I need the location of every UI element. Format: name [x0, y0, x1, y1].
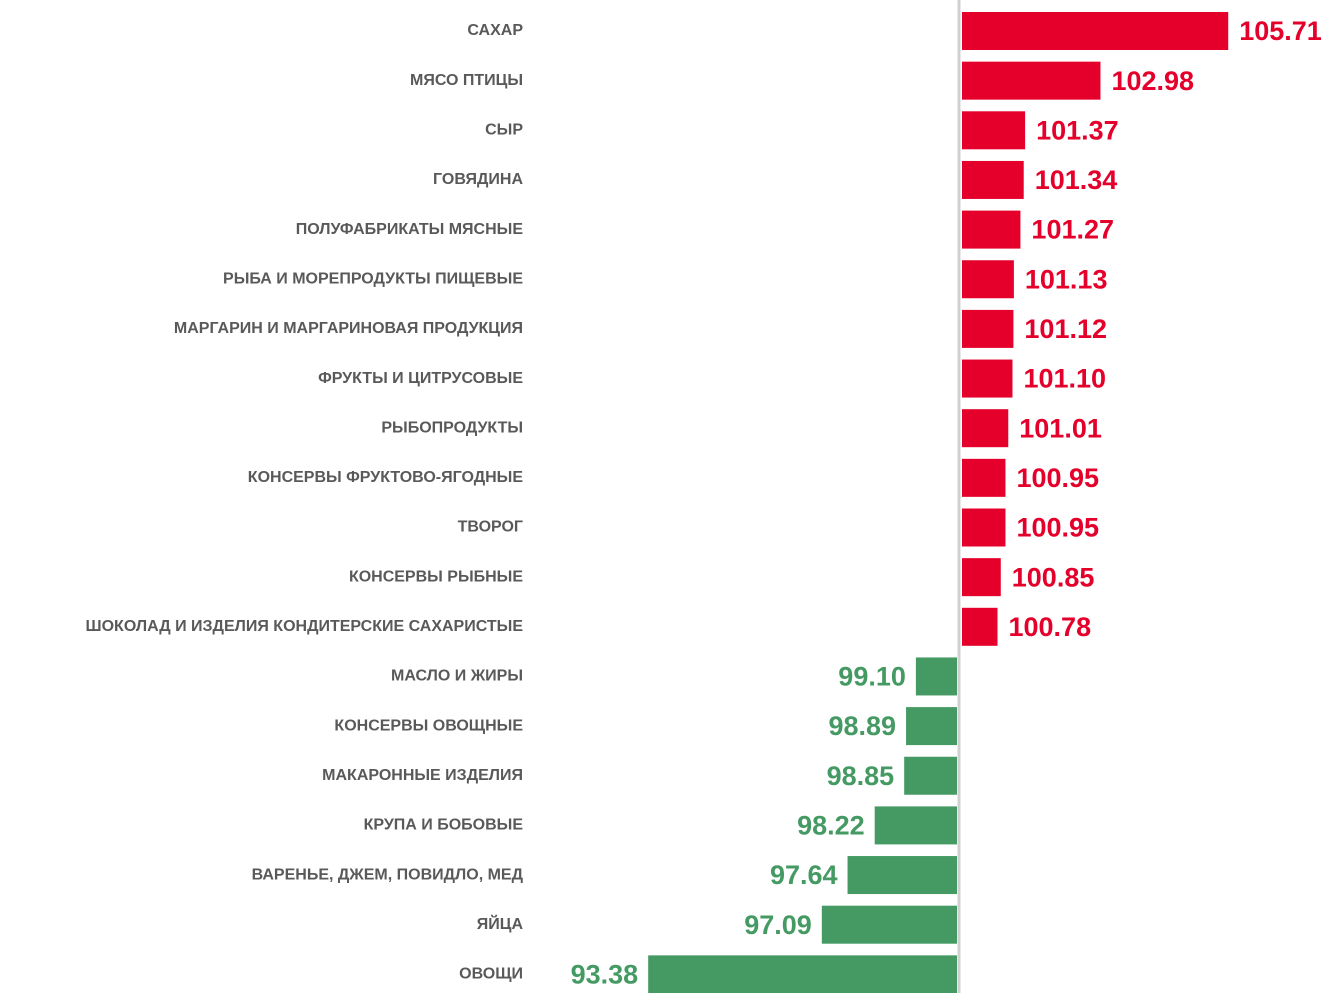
bar: [962, 409, 1009, 448]
category-label: РЫБА И МОРЕПРОДУКТЫ ПИЩЕВЫЕ: [223, 270, 523, 287]
category-label: ШОКОЛАД И ИЗДЕЛИЯ КОНДИТЕРСКИЕ САХАРИСТЫ…: [86, 618, 524, 635]
bar: [821, 905, 957, 944]
value-label: 97.09: [744, 910, 812, 940]
category-label: ФРУКТЫ И ЦИТРУСОВЫЕ: [318, 370, 523, 387]
value-label: 102.98: [1111, 66, 1194, 96]
value-label: 101.27: [1031, 215, 1114, 245]
category-label: ВАРЕНЬЕ, ДЖЕМ, ПОВИДЛО, МЕД: [252, 866, 524, 883]
value-label: 100.78: [1009, 612, 1092, 642]
category-label: ОВОЩИ: [459, 966, 523, 983]
category-label: ЯЙЦА: [477, 914, 524, 933]
value-label: 98.89: [828, 711, 896, 741]
bar: [962, 61, 1101, 100]
category-label: КОНСЕРВЫ РЫБНЫЕ: [349, 568, 523, 585]
value-label: 98.85: [827, 761, 895, 791]
category-label: САХАР: [467, 22, 523, 39]
value-label: 100.95: [1016, 463, 1099, 493]
bar: [962, 12, 1229, 50]
value-label: 101.10: [1023, 364, 1106, 394]
value-label: 93.38: [571, 959, 639, 989]
category-label: МАРГАРИН И МАРГАРИНОВАЯ ПРОДУКЦИЯ: [174, 320, 523, 337]
category-label: ПОЛУФАБРИКАТЫ МЯСНЫЕ: [296, 221, 524, 238]
value-label: 101.12: [1024, 314, 1107, 344]
bar: [962, 359, 1013, 398]
bar: [962, 111, 1026, 150]
value-label: 101.37: [1036, 115, 1119, 145]
bar: [904, 756, 957, 795]
value-label: 100.85: [1012, 562, 1095, 592]
bar: [962, 210, 1021, 249]
bar: [915, 657, 957, 696]
bar: [962, 458, 1006, 497]
value-label: 100.95: [1016, 513, 1099, 543]
category-label: МАСЛО И ЖИРЫ: [391, 668, 523, 685]
bar: [962, 607, 998, 646]
bar: [962, 309, 1014, 348]
category-label: ТВОРОГ: [458, 519, 523, 536]
category-label: КОНСЕРВЫ ФРУКТОВО-ЯГОДНЫЕ: [248, 469, 524, 486]
value-label: 105.71: [1239, 16, 1322, 46]
value-label: 101.13: [1025, 264, 1108, 294]
category-label: КРУПА И БОБОВЫЕ: [364, 817, 524, 834]
value-label: 99.10: [838, 662, 906, 692]
category-label: СЫР: [485, 122, 523, 139]
bar: [906, 707, 957, 746]
bar: [962, 160, 1024, 199]
bar: [962, 508, 1006, 547]
category-label: МАКАРОННЫЕ ИЗДЕЛИЯ: [322, 767, 523, 784]
category-label: КОНСЕРВЫ ОВОЩНЫЕ: [334, 717, 523, 734]
bar: [648, 955, 957, 993]
value-label: 98.22: [797, 811, 865, 841]
bar: [874, 806, 957, 845]
category-label: РЫБОПРОДУКТЫ: [381, 419, 523, 436]
bar: [962, 558, 1001, 597]
value-label: 97.64: [770, 860, 838, 890]
bar: [962, 260, 1014, 299]
bar: [847, 856, 957, 895]
value-label: 101.34: [1035, 165, 1118, 195]
category-label: МЯСО ПТИЦЫ: [410, 72, 523, 89]
category-label: ГОВЯДИНА: [433, 171, 523, 188]
value-label: 101.01: [1019, 413, 1102, 443]
